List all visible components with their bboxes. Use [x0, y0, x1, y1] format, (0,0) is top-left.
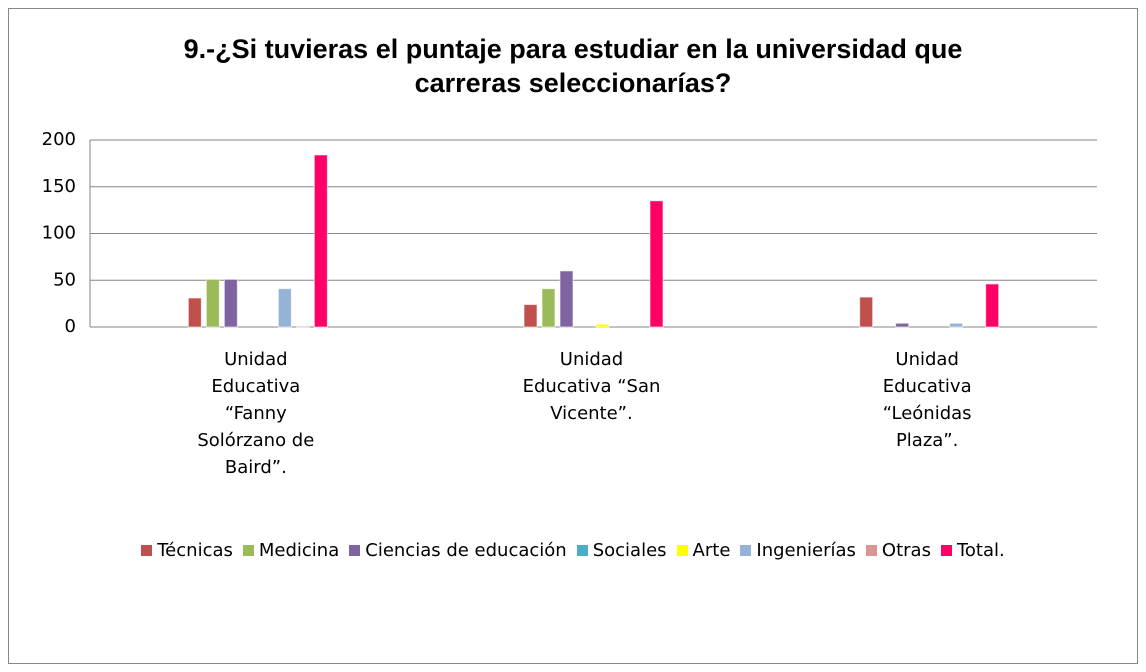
- legend-label: Medicina: [258, 540, 340, 561]
- legend-item: Ingenierías: [740, 540, 856, 561]
- legend: Técnicas Medicina Ciencias de educación Soc…: [0, 540, 1146, 561]
- x-tick-label: Unidad Educativa “Leónidas Plaza”.: [882, 349, 972, 451]
- x-tick-label: Unidad Educativa “Fanny Solórzano de Bai…: [197, 349, 315, 478]
- legend-item: Otras: [865, 540, 931, 561]
- chart-title: 9.-¿Si tuvieras el puntaje para estudiar…: [183, 34, 963, 98]
- bar: [895, 322, 910, 328]
- legend-label: Otras: [881, 540, 931, 561]
- bar: [595, 323, 610, 328]
- y-tick-label: 200: [42, 129, 76, 150]
- bar: [523, 304, 538, 328]
- y-tick-label: 100: [42, 223, 76, 244]
- y-tick-label: 50: [53, 269, 76, 290]
- bar: [985, 283, 1000, 328]
- legend-swatch: [576, 545, 588, 556]
- bar: [223, 278, 238, 328]
- bar: [277, 288, 292, 328]
- legend-item: Técnicas: [141, 540, 233, 561]
- y-tick-label: 0: [65, 316, 76, 337]
- bar: [541, 288, 556, 328]
- bar: [187, 297, 202, 328]
- bar: [649, 200, 664, 328]
- legend-swatch: [740, 545, 752, 556]
- legend-item: Medicina: [242, 540, 340, 561]
- y-tick-label: 150: [42, 176, 76, 197]
- legend-label: Ciencias de educación: [365, 540, 567, 561]
- bar: [949, 322, 964, 328]
- legend-swatch: [349, 545, 361, 556]
- bar: [859, 296, 874, 328]
- legend-swatch: [940, 545, 952, 556]
- x-tick-label: Unidad Educativa “San Vicente”.: [522, 349, 661, 424]
- bar: [295, 325, 310, 328]
- legend-swatch: [141, 545, 153, 556]
- legend-item: Ciencias de educación: [349, 540, 567, 561]
- bar: [559, 270, 574, 328]
- legend-item: Total.: [940, 540, 1005, 561]
- legend-swatch: [865, 545, 877, 556]
- bar: [313, 154, 328, 328]
- legend-label: Técnicas: [157, 540, 233, 561]
- legend-label: Ingenierías: [756, 540, 856, 561]
- bar: [205, 278, 220, 328]
- legend-label: Sociales: [592, 540, 667, 561]
- legend-label: Arte: [692, 540, 731, 561]
- legend-item: Arte: [676, 540, 731, 561]
- legend-item: Sociales: [576, 540, 667, 561]
- legend-swatch: [676, 545, 688, 556]
- legend-label: Total.: [956, 540, 1005, 561]
- chart-frame: [8, 8, 1138, 664]
- legend-swatch: [242, 545, 254, 556]
